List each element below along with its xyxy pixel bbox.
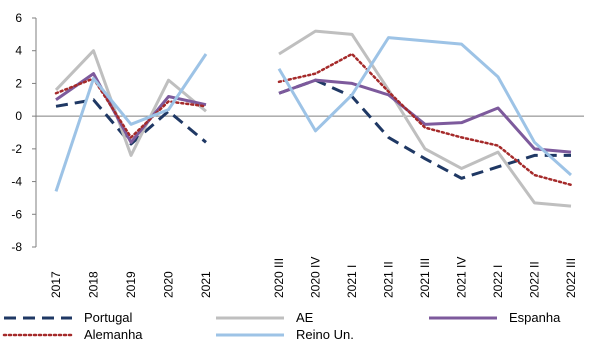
legend-item: Reino Un. [216,327,354,342]
x-tick-label: 2021 [199,271,213,298]
x-tick-label: 2022 II [528,261,542,298]
series-line-reino-un-quarterly [277,36,573,177]
y-tick-label: -8 [11,240,22,254]
chart-axes [32,17,584,248]
y-tick-labels: -8 -6 -4 -2 0 2 4 6 [11,11,22,254]
x-tick-label: 2021 IV [455,257,469,298]
y-tick-label: -2 [11,142,22,156]
series-line-espanha-quarterly [278,78,572,154]
series-line-alemanha-quarterly [277,52,573,187]
y-tick-label: -4 [11,175,22,189]
x-tick-label: 2021 II [382,261,396,298]
legend-item: Espanha [429,310,561,325]
legend-item: Alemanha [2,327,143,342]
x-tick-label: 2020 [162,271,176,298]
series-line-portugal-quarterly [278,78,571,180]
legend-label: Reino Un. [296,327,354,342]
series-line-portugal-annual [55,98,207,146]
series-lines [54,29,573,208]
x-tick-label: 2021 III [418,258,432,298]
x-tick-label: 2020 III [272,258,286,298]
y-tick-label: 2 [15,76,22,90]
legend-item: AE [216,310,314,325]
legend-label: Portugal [84,310,133,325]
x-tick-label: 2021 I [345,265,359,298]
y-tick-label: 6 [15,11,22,25]
x-tick-label: 2020 IV [309,257,323,298]
legend-label: Alemanha [84,327,143,342]
x-tick-label: 2022 I [491,265,505,298]
legend: Portugal AE Espanha Alemanha Reino Un. [2,310,561,342]
legend-label: AE [296,310,314,325]
series-line-ae-quarterly [278,29,572,208]
x-tick-labels: 2017 2018 2019 2020 2021 2020 III 2020 IV 2021 … [49,257,578,298]
y-tick-label: -6 [11,207,22,221]
x-tick-label: 2018 [87,271,101,298]
legend-item: Portugal [4,310,133,325]
y-tick-label: 0 [15,109,22,123]
series-line-reino-un-annual [54,53,208,192]
x-tick-label: 2022 III [564,258,578,298]
x-tick-label: 2019 [124,271,138,298]
y-tick-label: 4 [15,44,22,58]
x-tick-label: 2017 [49,271,63,298]
series-line-alemanha-annual [54,77,208,139]
legend-label: Espanha [509,310,561,325]
